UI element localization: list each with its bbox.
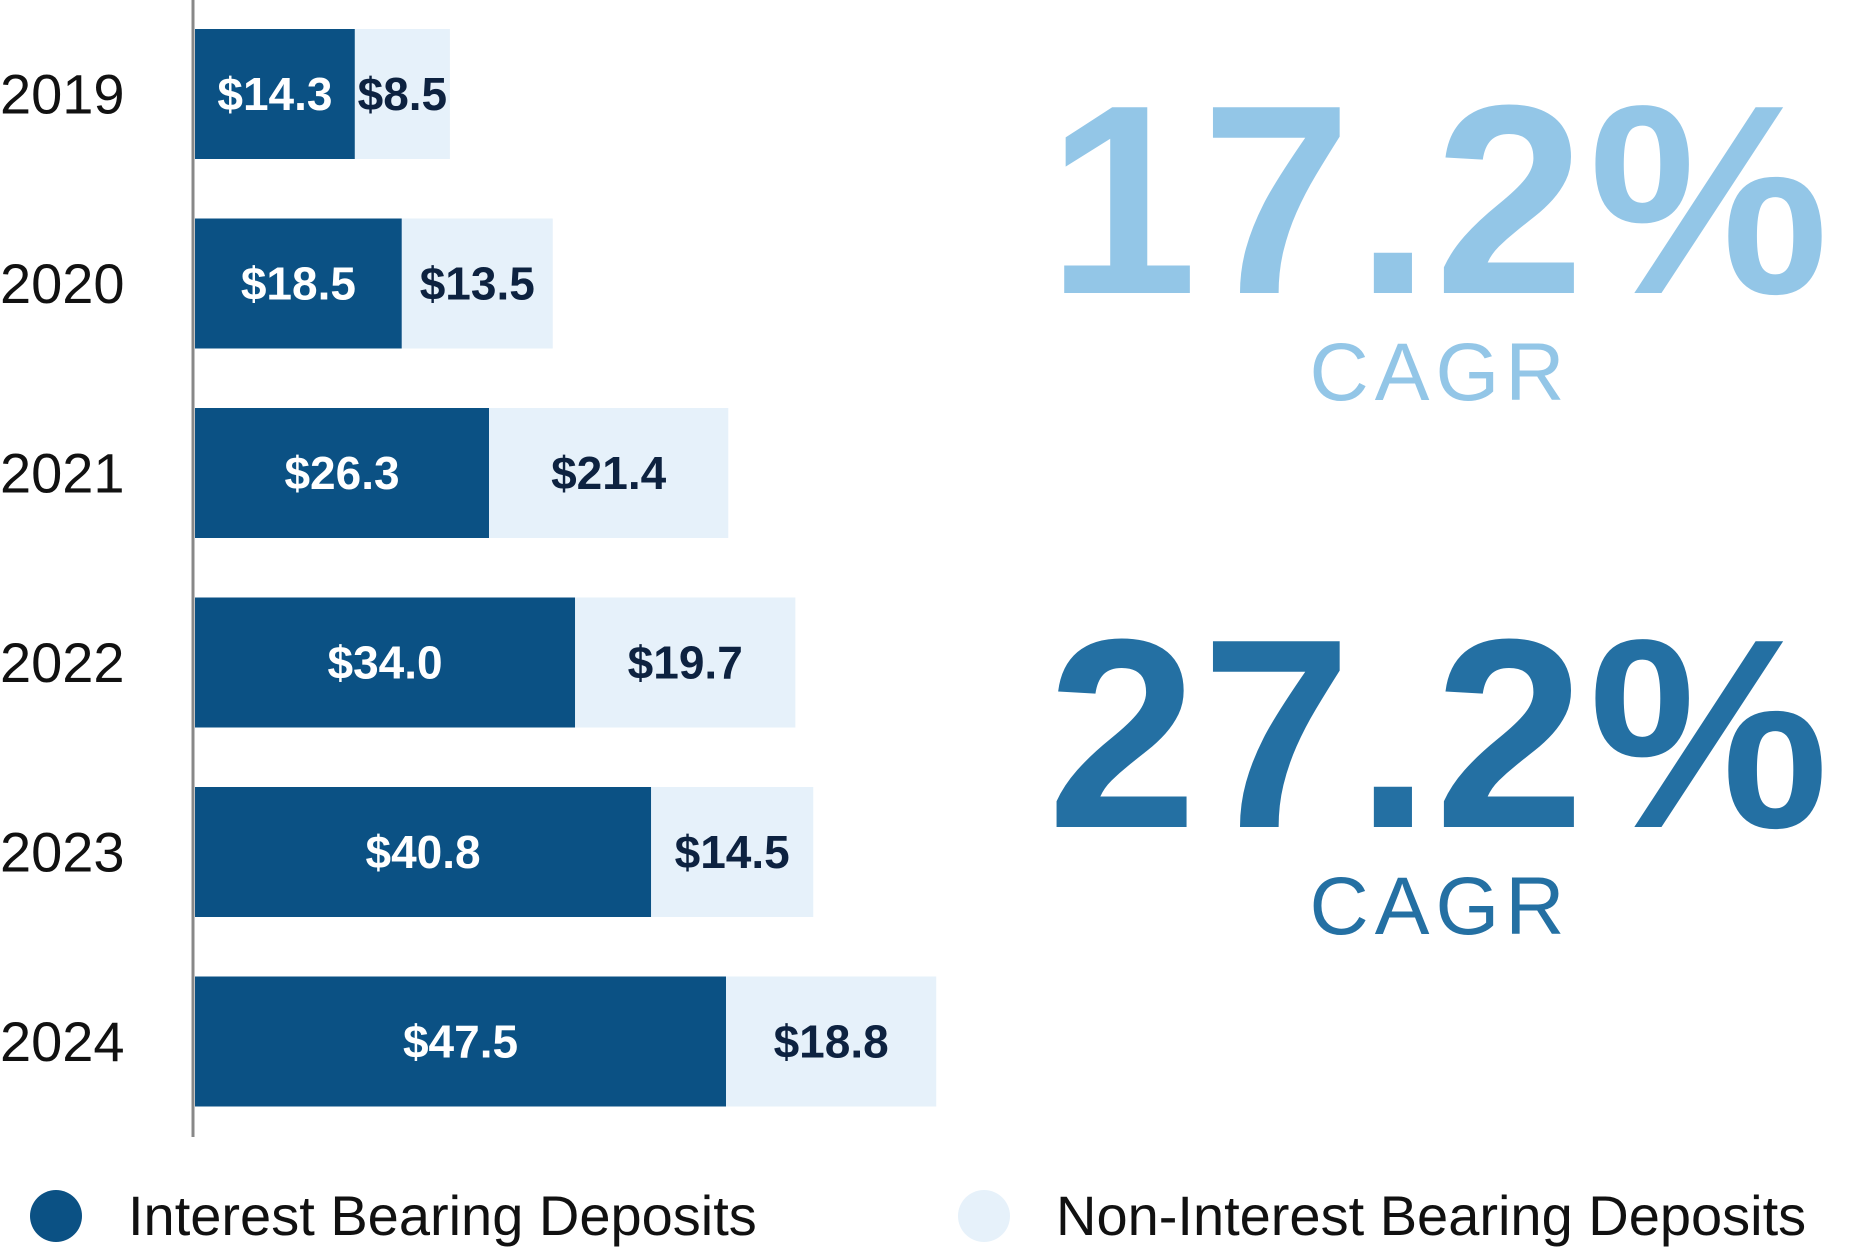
year-label-2022: 2022 xyxy=(0,631,125,694)
year-labels: 2019 2020 2021 2022 2023 2024 xyxy=(0,63,125,1074)
value-label-interest-bearing-2024: $47.5 xyxy=(403,1016,518,1068)
legend-item-interest-bearing: Interest Bearing Deposits xyxy=(30,1183,757,1248)
kpi-value-1: 17.2% xyxy=(1047,50,1833,351)
cagr-kpi-2: 27.2% CAGR xyxy=(1040,600,1840,948)
bar-interest-bearing-2023 xyxy=(195,787,652,917)
bar-non-interest-bearing-2022 xyxy=(575,597,796,728)
value-label-non-interest-bearing-2019: $8.5 xyxy=(358,68,448,120)
bar-non-interest-bearing-2024 xyxy=(726,976,937,1107)
value-label-non-interest-bearing-2024: $18.8 xyxy=(774,1016,889,1068)
value-labels: $14.3 $8.5 $18.5 $13.5 $26.3 $21.4 $34.0 $19.7 $… xyxy=(217,68,888,1068)
bar-interest-bearing-2021 xyxy=(195,408,490,538)
bar-non-interest-bearing-2021 xyxy=(489,408,729,538)
value-label-non-interest-bearing-2022: $19.7 xyxy=(628,637,743,689)
legend-swatch-non-interest-bearing xyxy=(958,1189,1010,1242)
bars xyxy=(195,29,937,1107)
bar-interest-bearing-2020 xyxy=(195,218,402,349)
value-label-interest-bearing-2022: $34.0 xyxy=(327,637,442,689)
kpi-label-1: CAGR xyxy=(1309,327,1571,418)
value-label-interest-bearing-2019: $14.3 xyxy=(217,68,332,120)
bar-non-interest-bearing-2019 xyxy=(354,29,450,159)
bar-non-interest-bearing-2020 xyxy=(401,218,553,349)
value-label-non-interest-bearing-2020: $13.5 xyxy=(420,258,535,310)
year-label-2020: 2020 xyxy=(0,252,125,315)
year-label-2023: 2023 xyxy=(0,821,125,884)
legend-label-non-interest-bearing: Non-Interest Bearing Deposits xyxy=(1056,1184,1807,1247)
kpi-value-2: 27.2% xyxy=(1047,584,1833,885)
value-label-non-interest-bearing-2021: $21.4 xyxy=(551,447,667,499)
bar-interest-bearing-2024 xyxy=(195,976,727,1107)
cagr-kpi-1: 17.2% CAGR xyxy=(1040,66,1840,414)
value-label-interest-bearing-2021: $26.3 xyxy=(284,447,399,499)
value-label-interest-bearing-2023: $40.8 xyxy=(366,826,481,878)
bar-interest-bearing-2022 xyxy=(195,597,576,728)
legend-item-non-interest-bearing: Non-Interest Bearing Deposits xyxy=(958,1183,1806,1248)
bar-non-interest-bearing-2023 xyxy=(651,787,814,917)
year-label-2024: 2024 xyxy=(0,1010,125,1073)
legend-swatch-interest-bearing xyxy=(30,1189,82,1242)
value-label-interest-bearing-2020: $18.5 xyxy=(241,258,356,310)
year-label-2021: 2021 xyxy=(0,442,125,505)
kpi-label-2: CAGR xyxy=(1309,861,1571,952)
bar-interest-bearing-2019 xyxy=(195,29,355,159)
year-label-2019: 2019 xyxy=(0,63,125,126)
legend-label-interest-bearing: Interest Bearing Deposits xyxy=(128,1184,757,1247)
value-label-non-interest-bearing-2023: $14.5 xyxy=(675,826,790,878)
